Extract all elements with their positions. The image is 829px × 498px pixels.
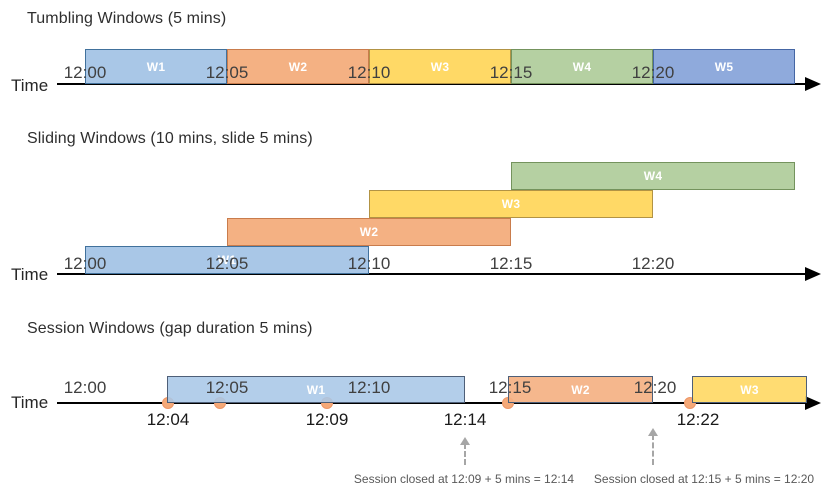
axis-tick-label: 12:10 [347, 63, 391, 82]
axis-tick-label: 12:00 [63, 254, 107, 273]
window-bar-tumbling-w3: W3 [369, 49, 511, 84]
session-close-note: Session closed at 12:09 + 5 mins = 12:14 [353, 472, 575, 486]
callout-dashed-line [652, 434, 654, 465]
time-axis-arrow-icon [805, 77, 821, 91]
window-bar-sliding-w4: W4 [511, 162, 795, 190]
axis-tick-label: 12:15 [488, 378, 532, 397]
window-bar-label: W3 [501, 197, 521, 211]
window-bar-label: W3 [740, 382, 759, 397]
event-time-label: 12:04 [146, 410, 190, 429]
window-bar-session-w1: W1 [167, 376, 465, 403]
window-bar-sliding-w2: W2 [227, 218, 511, 246]
section-title-session: Session Windows (gap duration 5 mins) [27, 320, 313, 337]
axis-tick-label: 12:15 [489, 63, 533, 82]
axis-tick-label: 12:05 [205, 254, 249, 273]
time-axis-label-tumbling: Time [11, 76, 49, 95]
axis-tick-label: 12:20 [631, 63, 675, 82]
window-bar-label: W2 [359, 225, 379, 239]
window-bar-label: W1 [306, 382, 326, 397]
axis-tick-label: 12:20 [633, 378, 677, 397]
event-time-label: 12:09 [305, 410, 349, 429]
window-bar-tumbling-w5: W5 [653, 49, 795, 84]
event-time-label: 12:22 [676, 410, 720, 429]
window-bar-label: W5 [714, 59, 734, 74]
window-bar-tumbling-w4: W4 [511, 49, 653, 84]
window-bar-label: W1 [146, 59, 166, 74]
time-axis-label-session: Time [11, 393, 49, 412]
time-axis-sliding [57, 273, 806, 275]
window-bar-label: W4 [572, 59, 592, 74]
window-bar-label: W2 [288, 59, 308, 74]
time-axis-arrow-icon [805, 396, 821, 410]
time-axis-label-sliding: Time [11, 265, 49, 284]
window-bar-tumbling-w1: W1 [85, 49, 227, 84]
axis-tick-label: 12:10 [347, 378, 391, 397]
time-axis-arrow-icon [805, 267, 821, 281]
axis-tick-label: 12:05 [205, 378, 249, 397]
time-axis-tumbling [57, 83, 806, 85]
time-axis-session [57, 402, 806, 404]
axis-tick-label: 12:00 [63, 63, 107, 82]
window-bar-label: W4 [643, 169, 663, 183]
axis-tick-label: 12:05 [205, 63, 249, 82]
window-bar-tumbling-w2: W2 [227, 49, 369, 84]
callout-up-arrow-icon [460, 437, 470, 445]
window-bar-sliding-w1: W1 [85, 246, 369, 274]
event-time-label: 12:14 [443, 410, 487, 429]
axis-tick-label: 12:00 [63, 378, 107, 397]
callout-up-arrow-icon [648, 428, 658, 436]
window-bar-label: W2 [571, 382, 590, 397]
callout-dashed-line [464, 443, 466, 465]
axis-tick-label: 12:20 [631, 254, 675, 273]
window-bar-sliding-w3: W3 [369, 190, 653, 218]
window-bar-label: W3 [430, 59, 450, 74]
session-close-note: Session closed at 12:15 + 5 mins = 12:20 [593, 472, 815, 486]
window-bar-session-w2: W2 [508, 376, 653, 403]
section-title-tumbling: Tumbling Windows (5 mins) [27, 10, 227, 27]
section-title-sliding: Sliding Windows (10 mins, slide 5 mins) [27, 130, 313, 147]
axis-tick-label: 12:10 [347, 254, 391, 273]
window-bar-label: W1 [217, 253, 237, 267]
window-bar-session-w3: W3 [692, 376, 807, 403]
axis-tick-label: 12:15 [489, 254, 533, 273]
